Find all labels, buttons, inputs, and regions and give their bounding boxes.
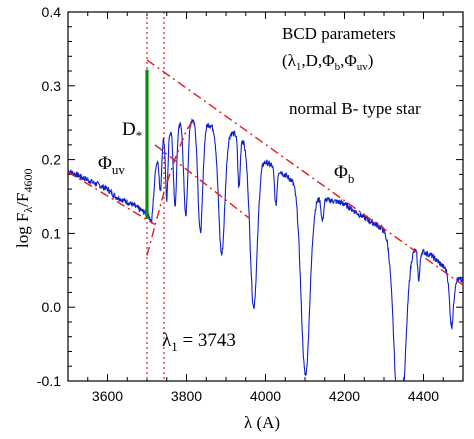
spectrum-line [68,117,463,381]
x-tick-label: 3800 [171,388,202,404]
y-tick-label: 0.4 [42,4,62,20]
bcd-params: (λ1,D,Φb,Φuv) [282,51,373,73]
phi-b-fit-line [146,59,463,286]
y-tick-label: 0.2 [42,152,62,168]
lower-continuum-line [154,144,251,220]
plot-frame [67,11,464,382]
lambda1-label: λ1 = 3743 [162,330,236,354]
y-tick-label: 0.3 [42,78,62,94]
d-star-label: D* [122,119,142,143]
axis-ticks [67,11,464,382]
phi-uv-label: Φuv [98,153,125,177]
phi-uv-fit-line [68,171,156,226]
x-tick-label: 4400 [408,388,439,404]
y-axis-label: log Fλ/F4600 [13,169,35,248]
x-tick-label: 3600 [92,388,123,404]
markers-layer [145,12,165,381]
star-type-label: normal B- type star [289,99,421,118]
x-tick-label: 4000 [250,388,281,404]
x-tick-label: 4200 [329,388,360,404]
x-axis-label: λ (A) [244,413,280,432]
bcd-title: BCD parameters [282,24,396,43]
axis-tick-labels: 3600 3800 4000 4200 4400 -0.1 0.0 0.1 0.2 0.3 0.4 [37,4,439,404]
y-tick-label: -0.1 [37,373,61,389]
jump-envelope-line [146,118,195,256]
series-layer [68,59,463,381]
y-tick-label: 0.0 [42,299,62,315]
phi-b-label: Φb [334,162,354,186]
y-tick-label: 0.1 [42,225,62,241]
